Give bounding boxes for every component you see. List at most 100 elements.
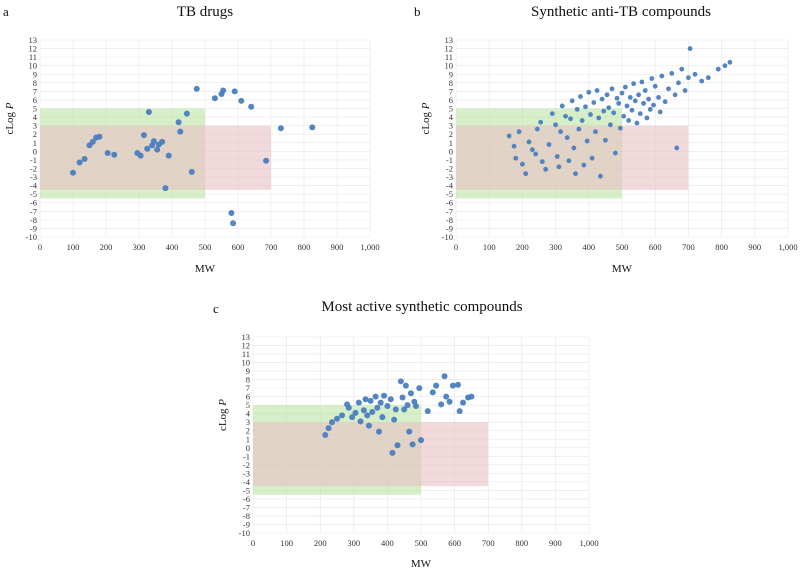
data-point (571, 145, 577, 151)
y-tick-label: 6 (449, 95, 453, 105)
x-tick-label: 400 (582, 242, 595, 252)
data-point (468, 393, 475, 400)
data-point (573, 171, 578, 177)
y-axis-label-main: cLog (217, 406, 229, 431)
y-tick-label: 11 (29, 52, 37, 62)
data-point (687, 46, 693, 51)
data-point (506, 133, 512, 139)
data-point (621, 113, 627, 119)
y-tick-label: -4 (243, 477, 251, 487)
y-tick-label: -7 (30, 206, 37, 216)
data-point (543, 166, 549, 172)
data-point (183, 110, 190, 117)
data-point (538, 119, 544, 125)
x-tick-label: 800 (298, 242, 311, 252)
data-point (591, 100, 597, 105)
y-tick-label: -7 (243, 502, 250, 512)
data-point (566, 158, 572, 164)
data-point (558, 129, 563, 135)
ghose-zone (253, 422, 489, 487)
data-point (248, 103, 255, 110)
data-point (277, 125, 284, 132)
data-point (589, 155, 595, 161)
data-point (460, 399, 466, 406)
data-point (392, 406, 399, 413)
y-tick-label: -9 (446, 223, 453, 233)
y-tick-label: -9 (243, 519, 250, 529)
x-axis-label: MW (411, 558, 432, 570)
data-point (574, 106, 580, 112)
data-point (546, 142, 552, 147)
x-tick-label: 100 (67, 242, 80, 252)
y-tick-label: 5 (449, 104, 453, 114)
data-point (559, 103, 565, 109)
y-tick-label: -8 (446, 215, 453, 225)
data-point (603, 137, 608, 143)
y-tick-label: 5 (33, 104, 37, 114)
y-tick-label: -7 (446, 206, 453, 216)
data-point (238, 97, 245, 104)
data-point (384, 403, 391, 410)
data-point (362, 396, 369, 403)
y-tick-label: 1 (246, 434, 250, 444)
y-tick-label: 2 (33, 129, 37, 139)
y-tick-label: -6 (243, 494, 250, 504)
data-point (576, 126, 582, 132)
data-point (569, 98, 575, 104)
y-tick-label: 1 (33, 138, 37, 148)
y-tick-label: 6 (33, 95, 37, 105)
data-point (686, 75, 691, 81)
data-point (140, 132, 147, 139)
y-tick-label: 4 (246, 409, 251, 419)
y-tick-label: -9 (30, 223, 37, 233)
y-tick-label: -6 (30, 198, 37, 208)
x-tick-label: 1,000 (360, 242, 379, 252)
y-tick-label: 9 (246, 366, 250, 376)
y-tick-label: 7 (246, 383, 250, 393)
data-point (446, 398, 453, 405)
data-point (309, 124, 316, 131)
data-point (349, 414, 356, 421)
data-point (604, 92, 610, 98)
data-point (438, 401, 445, 408)
data-point (211, 95, 218, 102)
y-tick-label: -2 (30, 163, 37, 173)
y-tick-label: -1 (446, 155, 453, 165)
data-point (513, 155, 519, 161)
y-tick-label: 4 (449, 112, 454, 122)
y-tick-label: -3 (243, 468, 250, 478)
y-tick-label: -3 (446, 172, 453, 182)
y-tick-label: -10 (239, 528, 250, 538)
x-tick-label: 300 (347, 538, 360, 548)
data-point (345, 404, 352, 411)
data-point (177, 128, 184, 135)
x-tick-label: 300 (133, 242, 146, 252)
data-point (81, 156, 88, 163)
data-point (622, 84, 628, 90)
data-point (367, 397, 374, 404)
data-point (549, 111, 555, 117)
data-point (699, 78, 705, 84)
data-point (402, 382, 409, 389)
data-point (376, 428, 382, 435)
y-tick-label: 3 (246, 417, 250, 427)
y-axis-label: cLog P (217, 399, 229, 431)
data-point (328, 419, 335, 426)
y-tick-label: -3 (30, 172, 37, 182)
data-point (641, 100, 646, 106)
data-point (529, 147, 535, 153)
data-point (409, 441, 416, 448)
data-point (325, 425, 332, 432)
data-point (672, 92, 678, 98)
data-point (188, 168, 195, 175)
data-point (669, 71, 675, 76)
x-tick-label: 1,000 (579, 538, 598, 548)
x-tick-label: 100 (280, 538, 293, 548)
data-point (165, 152, 172, 159)
data-point (619, 90, 625, 96)
y-tick-label: 1 (449, 138, 453, 148)
data-point (175, 119, 182, 126)
data-point (629, 107, 635, 113)
y-tick-label: 7 (33, 86, 37, 96)
y-tick-label: 8 (246, 375, 250, 385)
